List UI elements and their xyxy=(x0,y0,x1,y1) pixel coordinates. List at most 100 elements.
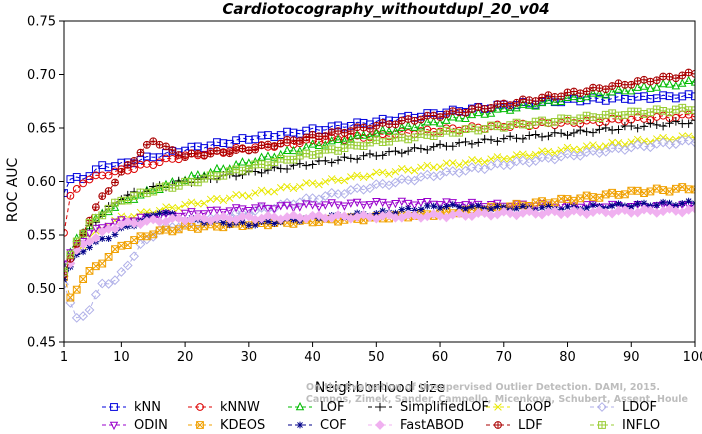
data-point-ldf xyxy=(155,140,164,149)
data-point-fastabod xyxy=(645,205,656,216)
data-point-fastabod xyxy=(167,213,178,224)
data-point-odin xyxy=(582,201,591,210)
data-point-loop xyxy=(461,159,470,167)
data-point-cof xyxy=(404,204,412,212)
data-point-lof xyxy=(104,206,113,216)
x-tick-label: 70 xyxy=(496,350,513,365)
data-point-ldof xyxy=(409,175,420,186)
data-point-simplifiedlof xyxy=(295,159,305,168)
data-point-fastabod xyxy=(243,211,254,222)
data-point-kdeos xyxy=(174,225,183,234)
data-point-lof xyxy=(556,96,566,105)
data-point-ldf xyxy=(519,95,527,104)
data-point-loop xyxy=(276,184,285,192)
data-point-fastabod xyxy=(326,212,337,223)
data-point-inflo xyxy=(219,171,228,180)
data-point-fastabod xyxy=(90,233,101,243)
data-point-fastabod xyxy=(600,207,611,218)
data-point-ldof xyxy=(333,189,343,199)
data-point-simplifiedlof xyxy=(346,154,356,163)
data-point-knnw xyxy=(72,185,81,193)
data-point-fastabod xyxy=(467,211,477,222)
data-point-cof xyxy=(219,219,227,227)
data-point-inflo xyxy=(455,128,464,137)
data-point-lof xyxy=(384,126,394,135)
data-point-odin xyxy=(531,202,540,211)
data-point-ldf xyxy=(308,130,317,139)
data-point-fastabod xyxy=(619,205,630,215)
data-point-inflo xyxy=(111,198,119,207)
data-point-simplifiedlof xyxy=(639,122,649,131)
data-point-simplifiedlof xyxy=(690,116,695,125)
data-point-lof xyxy=(525,100,534,109)
data-point-lof xyxy=(512,103,521,112)
data-point-kdeos xyxy=(665,187,674,196)
data-point-simplifiedlof xyxy=(614,125,623,134)
data-point-loop xyxy=(302,179,310,187)
data-point-ldof xyxy=(447,166,458,176)
data-point-odin xyxy=(212,206,222,215)
data-point-odin xyxy=(461,201,470,210)
data-point-lof xyxy=(340,136,349,145)
data-point-simplifiedlof xyxy=(448,142,457,151)
data-point-simplifiedlof xyxy=(397,148,407,158)
data-point-knnw xyxy=(149,161,158,170)
data-point-kdeos xyxy=(72,285,81,294)
data-point-simplifiedlof xyxy=(410,143,419,152)
data-point-ldf xyxy=(244,146,253,155)
data-point-lof xyxy=(454,113,464,122)
legend-marker-fastabod xyxy=(375,420,385,430)
data-point-cof xyxy=(608,202,616,210)
data-point-loop xyxy=(653,135,661,143)
data-point-odin xyxy=(391,199,400,209)
axis-layer: 1 10 20 30 40 50 60 70 80 90 100 0.45 0.50 0.55 0.60 0.… xyxy=(27,15,702,366)
data-point-ldf xyxy=(136,148,145,157)
data-point-loop xyxy=(264,188,272,196)
data-point-knnw xyxy=(85,175,94,184)
data-point-loop xyxy=(436,163,444,171)
data-point-ldof xyxy=(435,170,445,181)
data-point-kdeos xyxy=(671,184,680,193)
data-point-odin xyxy=(219,208,228,218)
data-point-ldof xyxy=(600,146,611,157)
data-point-odin xyxy=(327,199,336,208)
data-point-loop xyxy=(225,194,234,202)
data-point-ldf xyxy=(327,128,336,137)
data-point-ldf xyxy=(193,149,202,158)
data-point-inflo xyxy=(601,110,610,119)
data-point-kdeos xyxy=(142,232,151,241)
data-point-ldf xyxy=(238,144,247,153)
data-point-inflo xyxy=(289,155,298,164)
data-point-cof xyxy=(98,235,106,243)
data-point-odin xyxy=(346,199,356,208)
data-point-lof xyxy=(576,93,585,103)
data-point-fastabod xyxy=(84,236,95,247)
data-point-inflo xyxy=(149,187,158,196)
x-tick-label: 20 xyxy=(177,350,194,365)
data-point-knnw xyxy=(104,171,113,180)
data-point-simplifiedlof xyxy=(340,152,349,162)
data-point-ldof xyxy=(422,169,433,180)
data-point-lof xyxy=(505,105,515,114)
data-point-ldof xyxy=(320,191,331,201)
data-point-odin xyxy=(289,204,298,213)
data-point-fastabod xyxy=(639,204,649,215)
data-point-lof xyxy=(690,77,695,86)
data-point-loop xyxy=(213,194,221,203)
data-point-loop xyxy=(219,196,228,205)
data-point-simplifiedlof xyxy=(378,151,387,160)
data-point-cof xyxy=(494,203,501,210)
data-point-lof xyxy=(537,97,547,107)
data-point-loop xyxy=(455,161,463,169)
data-point-simplifiedlof xyxy=(531,130,540,139)
data-point-odin xyxy=(435,201,445,210)
data-point-simplifiedlof xyxy=(550,128,559,137)
data-point-ldof xyxy=(549,154,560,165)
data-point-ldf xyxy=(391,120,400,129)
data-point-loop xyxy=(181,200,189,209)
data-point-fastabod xyxy=(237,211,248,222)
data-point-kdeos xyxy=(117,241,126,250)
y-tick-label: 0.70 xyxy=(27,68,56,83)
data-point-simplifiedlof xyxy=(423,145,432,155)
